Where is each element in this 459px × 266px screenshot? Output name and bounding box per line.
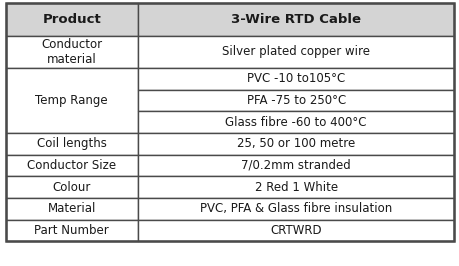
Text: 3-Wire RTD Cable: 3-Wire RTD Cable [231, 13, 360, 26]
Bar [138, 36, 453, 68]
Bar [6, 219, 138, 241]
Bar [6, 133, 138, 155]
Bar [138, 133, 453, 155]
Text: Part Number: Part Number [34, 224, 109, 237]
Text: Product: Product [42, 13, 101, 26]
Bar [6, 36, 138, 68]
Bar [138, 90, 453, 111]
Bar [138, 155, 453, 176]
Bar [138, 198, 453, 219]
Text: PVC -10 to105°C: PVC -10 to105°C [246, 72, 345, 85]
Text: PVC, PFA & Glass fibre insulation: PVC, PFA & Glass fibre insulation [200, 202, 392, 215]
Text: 25, 50 or 100 metre: 25, 50 or 100 metre [236, 137, 354, 150]
Text: CRTWRD: CRTWRD [270, 224, 321, 237]
Text: Colour: Colour [52, 181, 91, 194]
Bar [6, 176, 138, 198]
Text: 7/0.2mm stranded: 7/0.2mm stranded [241, 159, 350, 172]
Bar [6, 155, 138, 176]
Bar [6, 3, 138, 36]
Text: 2 Red 1 White: 2 Red 1 White [254, 181, 337, 194]
Bar [6, 68, 138, 133]
Text: Material: Material [47, 202, 96, 215]
Bar [6, 198, 138, 219]
Text: PFA -75 to 250°C: PFA -75 to 250°C [246, 94, 345, 107]
Bar [138, 3, 453, 36]
Text: Glass fibre -60 to 400°C: Glass fibre -60 to 400°C [225, 116, 366, 129]
Text: Conductor
material: Conductor material [41, 38, 102, 66]
Bar [138, 219, 453, 241]
Text: Silver plated copper wire: Silver plated copper wire [222, 45, 369, 58]
Text: Conductor Size: Conductor Size [27, 159, 116, 172]
Bar [138, 111, 453, 133]
Bar [138, 176, 453, 198]
Bar [138, 68, 453, 90]
Text: Temp Range: Temp Range [35, 94, 108, 107]
Text: Coil lengths: Coil lengths [37, 137, 106, 150]
